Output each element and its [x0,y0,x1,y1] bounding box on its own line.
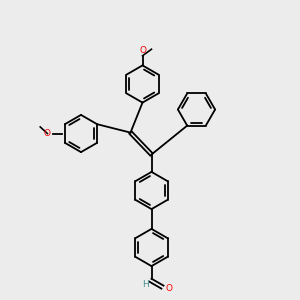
Text: H: H [142,280,149,289]
Text: O: O [44,129,51,138]
Text: O: O [139,46,146,55]
Text: O: O [166,284,173,293]
